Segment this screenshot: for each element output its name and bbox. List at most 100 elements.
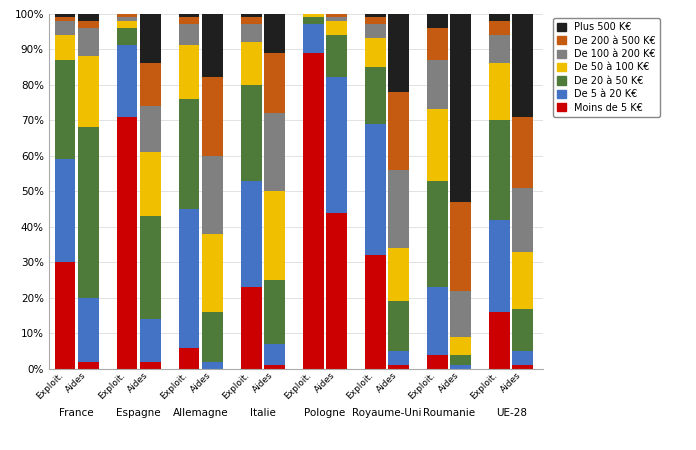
Bar — [78, 127, 99, 298]
Bar — [140, 362, 161, 369]
Bar — [140, 319, 161, 362]
Bar — [512, 365, 533, 369]
Bar — [489, 14, 510, 21]
Text: Allemagne: Allemagne — [173, 408, 228, 418]
Bar — [489, 63, 510, 120]
Bar — [388, 248, 409, 302]
Bar — [365, 124, 386, 255]
Bar — [388, 92, 409, 170]
Bar — [202, 362, 223, 369]
Bar — [512, 117, 533, 188]
Bar — [365, 14, 386, 17]
Bar — [117, 28, 137, 45]
Bar — [54, 35, 75, 60]
Bar — [427, 287, 448, 355]
Bar — [264, 14, 285, 53]
Bar — [241, 85, 262, 180]
Bar — [512, 188, 533, 252]
Bar — [264, 113, 285, 191]
Bar — [427, 109, 448, 180]
Bar — [326, 212, 347, 369]
Bar — [179, 348, 200, 369]
Bar — [365, 24, 386, 38]
Text: France: France — [59, 408, 94, 418]
Bar — [78, 362, 99, 369]
Bar — [140, 106, 161, 152]
Bar — [365, 17, 386, 24]
Bar — [202, 14, 223, 77]
Bar — [78, 28, 99, 56]
Bar — [117, 117, 137, 369]
Bar — [450, 337, 471, 355]
Bar — [303, 24, 324, 53]
Bar — [241, 17, 262, 24]
Bar — [54, 159, 75, 262]
Bar — [303, 14, 324, 17]
Text: Royaume-Uni: Royaume-Uni — [352, 408, 422, 418]
Bar — [489, 21, 510, 35]
Bar — [427, 180, 448, 287]
Bar — [264, 191, 285, 280]
Bar — [489, 120, 510, 220]
Bar — [450, 355, 471, 365]
Bar — [264, 280, 285, 344]
Bar — [117, 17, 137, 21]
Legend: Plus 500 K€, De 200 à 500 K€, De 100 à 200 K€, De 50 à 100 K€, De 20 à 50 K€, De: Plus 500 K€, De 200 à 500 K€, De 100 à 2… — [553, 18, 660, 117]
Bar — [303, 53, 324, 369]
Bar — [450, 365, 471, 369]
Bar — [427, 14, 448, 28]
Text: Italie: Italie — [250, 408, 276, 418]
Text: Pologne: Pologne — [304, 408, 345, 418]
Bar — [388, 302, 409, 351]
Bar — [54, 17, 75, 21]
Bar — [78, 298, 99, 362]
Bar — [512, 351, 533, 365]
Bar — [326, 35, 347, 77]
Bar — [512, 252, 533, 309]
Bar — [326, 14, 347, 17]
Bar — [264, 344, 285, 365]
Bar — [326, 17, 347, 21]
Bar — [388, 170, 409, 248]
Bar — [179, 17, 200, 24]
Bar — [512, 309, 533, 351]
Bar — [427, 355, 448, 369]
Bar — [140, 152, 161, 216]
Bar — [78, 56, 99, 127]
Bar — [78, 14, 99, 21]
Bar — [54, 262, 75, 369]
Bar — [179, 14, 200, 17]
Bar — [202, 234, 223, 312]
Bar — [241, 42, 262, 85]
Bar — [489, 312, 510, 369]
Text: Roumanie: Roumanie — [423, 408, 475, 418]
Bar — [202, 312, 223, 362]
Bar — [241, 287, 262, 369]
Bar — [365, 38, 386, 67]
Bar — [241, 24, 262, 42]
Bar — [202, 156, 223, 234]
Bar — [303, 17, 324, 24]
Bar — [241, 180, 262, 287]
Bar — [489, 220, 510, 312]
Bar — [388, 14, 409, 92]
Bar — [427, 28, 448, 60]
Bar — [140, 63, 161, 106]
Bar — [365, 255, 386, 369]
Bar — [450, 14, 471, 202]
Bar — [427, 60, 448, 109]
Text: UE-28: UE-28 — [496, 408, 527, 418]
Bar — [202, 77, 223, 156]
Bar — [450, 291, 471, 337]
Bar — [241, 14, 262, 17]
Bar — [264, 53, 285, 113]
Bar — [450, 202, 471, 291]
Bar — [54, 14, 75, 17]
Bar — [388, 365, 409, 369]
Bar — [326, 77, 347, 212]
Bar — [117, 14, 137, 17]
Bar — [264, 365, 285, 369]
Bar — [179, 209, 200, 348]
Bar — [140, 216, 161, 319]
Bar — [326, 21, 347, 35]
